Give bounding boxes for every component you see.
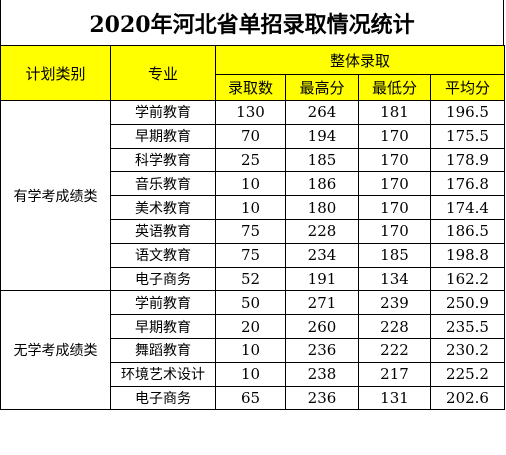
table-row: 有学考成绩类 学前教育 130 264 181 196.5: [0, 99, 506, 292]
avg-score-cell[interactable]: 162.2: [429, 266, 506, 292]
min-score-cell[interactable]: 170: [358, 171, 431, 197]
max-score-cell[interactable]: 191: [285, 266, 359, 292]
min-score-cell[interactable]: 134: [358, 266, 431, 292]
major-cell[interactable]: 音乐教育: [110, 171, 216, 197]
avg-score-cell[interactable]: 235.5: [429, 314, 506, 339]
admitted-cell[interactable]: 25: [215, 147, 286, 173]
avg-score-cell[interactable]: 230.2: [429, 337, 506, 363]
header-major[interactable]: 专业: [110, 45, 216, 101]
major-cell[interactable]: 学前教育: [110, 100, 216, 125]
max-score-cell[interactable]: 238: [285, 361, 359, 387]
table-row: 无学考成绩类 学前教育 50 271 239 250.9: [0, 290, 506, 411]
min-score-cell[interactable]: 239: [358, 290, 431, 316]
major-cell[interactable]: 科学教育: [110, 147, 216, 173]
major-cell[interactable]: 舞蹈教育: [110, 337, 216, 363]
table-row: 科学教育 25 185 170 178.9: [1, 147, 506, 173]
min-score-cell[interactable]: 217: [358, 361, 431, 387]
admitted-cell[interactable]: 130: [215, 100, 286, 125]
admitted-cell[interactable]: 10: [215, 171, 286, 197]
min-score-cell[interactable]: 170: [358, 123, 431, 149]
admitted-cell[interactable]: 75: [215, 218, 286, 244]
admitted-cell[interactable]: 10: [215, 195, 286, 220]
avg-score-cell[interactable]: 196.5: [429, 100, 506, 125]
max-score-cell[interactable]: 236: [285, 385, 359, 411]
min-score-cell[interactable]: 170: [358, 195, 431, 220]
max-score-cell[interactable]: 236: [285, 337, 359, 363]
header-avg[interactable]: 平均分: [429, 74, 506, 101]
avg-score-cell[interactable]: 176.8: [429, 171, 506, 197]
header-group[interactable]: 整体录取: [214, 45, 506, 75]
header-min[interactable]: 最低分: [358, 74, 431, 101]
table-row: 音乐教育 10 186 170 176.8: [1, 171, 506, 197]
admission-table: 计划类别 专业 整体录取 录取数 最高分 最低分 平均分 有学考成绩类 学前教育 1…: [0, 45, 506, 411]
major-cell[interactable]: 环境艺术设计: [110, 361, 216, 387]
min-score-cell[interactable]: 170: [358, 218, 431, 244]
min-score-cell[interactable]: 181: [358, 100, 431, 125]
avg-score-cell[interactable]: 202.6: [429, 385, 506, 411]
admitted-cell[interactable]: 20: [215, 314, 286, 339]
major-cell[interactable]: 语文教育: [110, 242, 216, 268]
max-score-cell[interactable]: 260: [285, 314, 359, 339]
admitted-cell[interactable]: 65: [215, 385, 286, 411]
max-score-cell[interactable]: 185: [285, 147, 359, 173]
major-cell[interactable]: 早期教育: [110, 314, 216, 339]
avg-score-cell[interactable]: 178.9: [429, 147, 506, 173]
min-score-cell[interactable]: 170: [358, 147, 431, 173]
table-row: 电子商务 65 236 131 202.6: [1, 385, 506, 411]
min-score-cell[interactable]: 131: [358, 385, 431, 411]
admitted-cell[interactable]: 50: [215, 290, 286, 316]
max-score-cell[interactable]: 180: [285, 195, 359, 220]
header-row-2: 录取数 最高分 最低分 平均分: [1, 74, 506, 101]
avg-score-cell[interactable]: 225.2: [429, 361, 506, 387]
table-row: 美术教育 10 180 170 174.4: [1, 195, 506, 220]
table-body: 计划类别 专业 整体录取 录取数 最高分 最低分 平均分 有学考成绩类 学前教育 1…: [0, 45, 506, 411]
major-cell[interactable]: 美术教育: [110, 195, 216, 220]
min-score-cell[interactable]: 228: [358, 314, 431, 339]
max-score-cell[interactable]: 228: [285, 218, 359, 244]
major-cell[interactable]: 英语教育: [110, 218, 216, 244]
category-cell[interactable]: 有学考成绩类: [0, 99, 111, 292]
admitted-cell[interactable]: 10: [215, 337, 286, 363]
admitted-cell[interactable]: 10: [215, 361, 286, 387]
major-cell[interactable]: 早期教育: [110, 123, 216, 149]
max-score-cell[interactable]: 234: [285, 242, 359, 268]
avg-score-cell[interactable]: 186.5: [429, 218, 506, 244]
table-row: 英语教育 75 228 170 186.5: [1, 218, 506, 244]
admitted-cell[interactable]: 52: [215, 266, 286, 292]
avg-score-cell[interactable]: 174.4: [429, 195, 506, 220]
max-score-cell[interactable]: 271: [285, 290, 359, 316]
category-cell[interactable]: 无学考成绩类: [0, 290, 111, 411]
header-category[interactable]: 计划类别: [0, 45, 111, 101]
min-score-cell[interactable]: 185: [358, 242, 431, 268]
header-max[interactable]: 最高分: [285, 74, 359, 101]
max-score-cell[interactable]: 186: [285, 171, 359, 197]
major-cell[interactable]: 学前教育: [110, 290, 216, 316]
table-row: 早期教育 20 260 228 235.5: [1, 314, 506, 339]
avg-score-cell[interactable]: 175.5: [429, 123, 506, 149]
min-score-cell[interactable]: 222: [358, 337, 431, 363]
avg-score-cell[interactable]: 198.8: [429, 242, 506, 268]
max-score-cell[interactable]: 264: [285, 100, 359, 125]
header-row-1: 计划类别 专业 整体录取: [0, 45, 506, 101]
header-admitted[interactable]: 录取数: [215, 74, 286, 101]
admitted-cell[interactable]: 70: [215, 123, 286, 149]
table-row: 环境艺术设计 10 238 217 225.2: [1, 361, 506, 387]
major-cell[interactable]: 电子商务: [110, 266, 216, 292]
max-score-cell[interactable]: 194: [285, 123, 359, 149]
table-row: 舞蹈教育 10 236 222 230.2: [1, 337, 506, 363]
admitted-cell[interactable]: 75: [215, 242, 286, 268]
table-title: 2020年河北省单招录取情况统计: [0, 0, 504, 45]
major-cell[interactable]: 电子商务: [110, 385, 216, 411]
table-row: 早期教育 70 194 170 175.5: [1, 123, 506, 149]
avg-score-cell[interactable]: 250.9: [429, 290, 506, 316]
